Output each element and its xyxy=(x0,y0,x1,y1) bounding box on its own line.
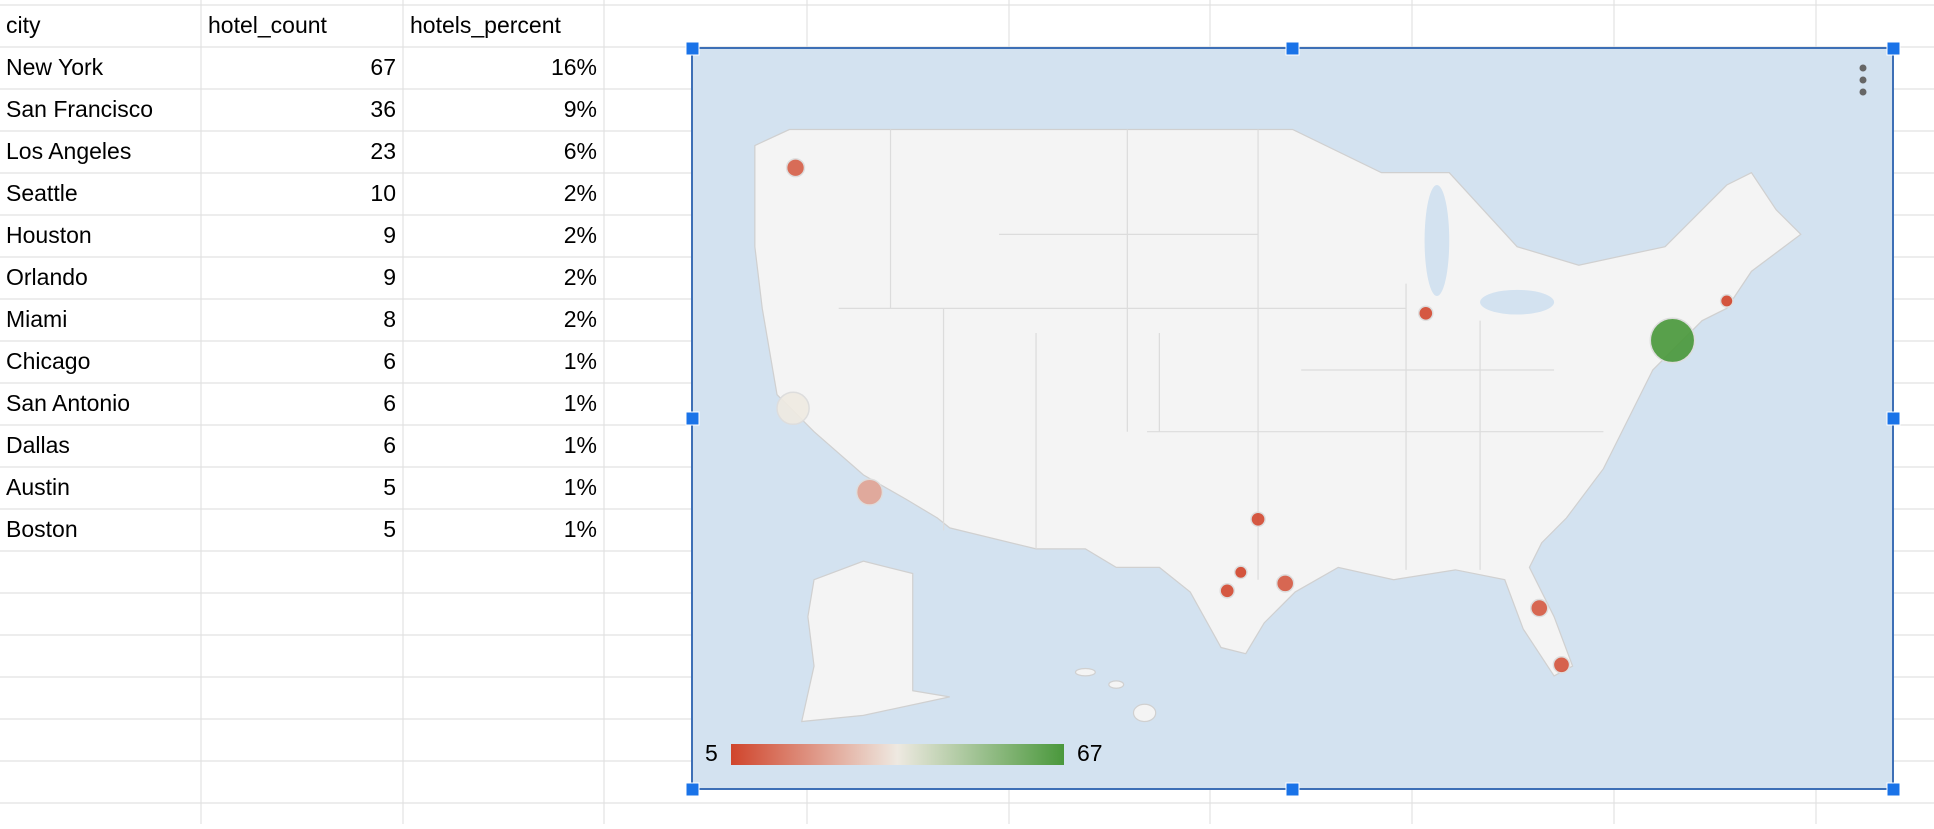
cell: 2% xyxy=(564,222,597,248)
cell: 5 xyxy=(383,516,396,542)
lake xyxy=(1480,289,1555,315)
city-bubble xyxy=(785,158,806,178)
legend-gradient xyxy=(731,744,1064,765)
city-bubble xyxy=(855,478,884,506)
cell: 1% xyxy=(564,390,597,416)
cell: 16% xyxy=(551,54,597,80)
cell: 6 xyxy=(383,390,396,416)
column-header: city xyxy=(6,12,41,38)
cell: 8 xyxy=(383,306,396,332)
city-bubble xyxy=(1219,582,1236,599)
alaska xyxy=(800,560,950,723)
city-bubble xyxy=(1233,565,1248,580)
lake xyxy=(1424,185,1450,297)
cell: Dallas xyxy=(6,432,70,458)
legend-min: 5 xyxy=(705,740,718,766)
cell: 1% xyxy=(564,516,597,542)
map xyxy=(754,128,1802,723)
city-bubble xyxy=(776,391,810,426)
cell: Houston xyxy=(6,222,92,248)
city-bubble xyxy=(1250,511,1266,528)
selection-handles[interactable] xyxy=(685,41,1901,797)
cell: 6% xyxy=(564,138,597,164)
cell: 1% xyxy=(564,348,597,374)
city-bubble xyxy=(1552,655,1571,674)
column-header: hotel_count xyxy=(208,12,328,38)
cell: 2% xyxy=(564,264,597,290)
cell: 1% xyxy=(564,432,597,458)
cell: New York xyxy=(6,54,104,80)
cell: 36 xyxy=(370,96,396,122)
cell: 6 xyxy=(383,432,396,458)
city-bubble xyxy=(1719,294,1734,308)
legend-max: 67 xyxy=(1077,740,1103,766)
cell: Austin xyxy=(6,474,70,500)
geo-chart[interactable]: 5 67 xyxy=(685,41,1901,797)
cell: 5 xyxy=(383,474,396,500)
menu-button[interactable] xyxy=(1859,64,1867,96)
cell: 2% xyxy=(564,306,597,332)
cell: 9% xyxy=(564,96,597,122)
bubbles xyxy=(776,158,1734,674)
city-bubble xyxy=(1649,317,1696,364)
cell: 1% xyxy=(564,474,597,500)
city-bubble xyxy=(1275,574,1295,593)
us-mainland xyxy=(754,128,1802,677)
column-header: hotels_percent xyxy=(410,12,561,38)
cell: Los Angeles xyxy=(6,138,131,164)
hawaii xyxy=(1132,703,1157,723)
state-lines xyxy=(838,129,1604,580)
cell: 10 xyxy=(370,180,396,206)
cell: 6 xyxy=(383,348,396,374)
city-bubble xyxy=(1418,305,1434,322)
hawaii xyxy=(1074,667,1096,677)
cell: Orlando xyxy=(6,264,88,290)
hawaii xyxy=(1108,680,1125,689)
cell: Seattle xyxy=(6,180,78,206)
cell: 67 xyxy=(370,54,396,80)
cell: Miami xyxy=(6,306,67,332)
city-bubble xyxy=(1530,598,1549,618)
cell: 9 xyxy=(383,222,396,248)
sheet-cells: city hotel_count hotels_percent New York 67 1… xyxy=(6,12,597,542)
cell: San Francisco xyxy=(6,96,153,122)
cell: 2% xyxy=(564,180,597,206)
cell: Boston xyxy=(6,516,78,542)
cell: 23 xyxy=(370,138,396,164)
cell: Chicago xyxy=(6,348,90,374)
cell: San Antonio xyxy=(6,390,130,416)
cell: 9 xyxy=(383,264,396,290)
